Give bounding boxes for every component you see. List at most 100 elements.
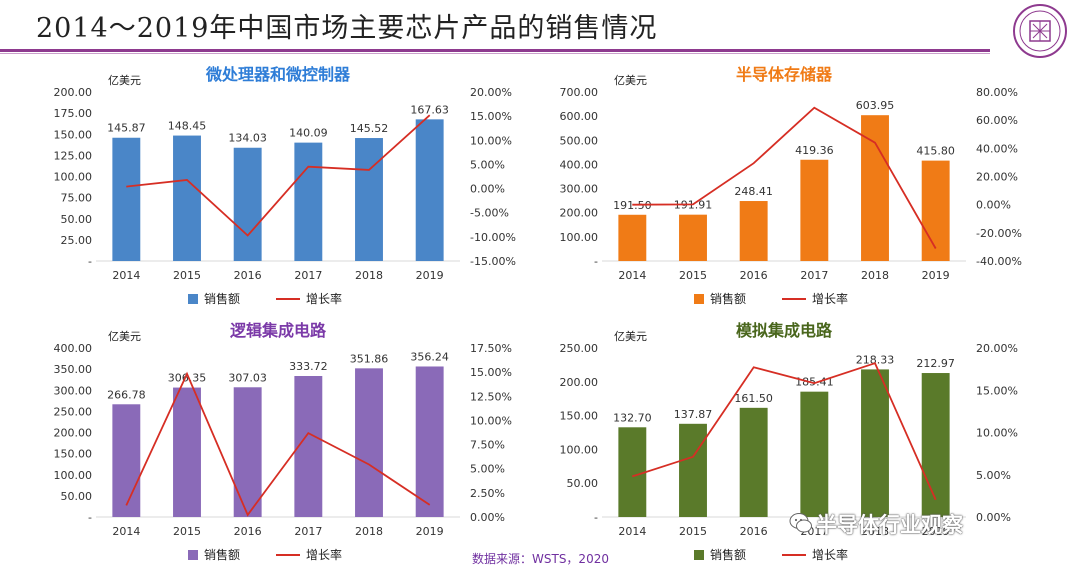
bar xyxy=(112,404,141,517)
y2-tick-label: 60.00% xyxy=(976,114,1018,127)
y2-tick-label: -15.00% xyxy=(470,255,516,268)
x-tick-label: 2018 xyxy=(861,525,889,538)
chart-title: 模拟集成电路 xyxy=(736,321,833,340)
legend-label-line: 增长率 xyxy=(812,291,848,306)
unit-label: 亿美元 xyxy=(108,330,141,343)
y-tick-label: 250.00 xyxy=(560,342,599,355)
y2-tick-label: 10.00% xyxy=(470,134,512,147)
y-tick-label: - xyxy=(594,511,598,524)
y-tick-label: 125.00 xyxy=(54,149,93,162)
wechat-icon xyxy=(789,513,812,533)
bar-value-label: 351.86 xyxy=(350,352,389,365)
x-tick-label: 2018 xyxy=(355,525,383,538)
y-tick-label: 400.00 xyxy=(560,158,599,171)
chart-title: 半导体存储器 xyxy=(736,65,833,84)
bar-value-label: 603.95 xyxy=(856,99,895,112)
bar-value-label: 140.09 xyxy=(289,127,328,140)
growth-rate-line xyxy=(125,371,431,517)
x-tick-label: 2016 xyxy=(740,525,768,538)
y2-tick-label: 5.00% xyxy=(976,469,1011,482)
bar-value-label: 307.03 xyxy=(228,371,267,384)
unit-label: 亿美元 xyxy=(108,74,141,87)
bar xyxy=(415,366,444,517)
legend-swatch-bar xyxy=(188,294,198,304)
data-source-note: 数据来源：WSTS，2020 xyxy=(472,552,609,566)
y-tick-label: 100.00 xyxy=(560,231,599,244)
x-tick-label: 2017 xyxy=(294,269,322,282)
title-divider xyxy=(0,49,990,52)
y2-tick-label: 7.50% xyxy=(470,439,505,452)
bar-value-label: 145.87 xyxy=(107,122,146,135)
y2-tick-label: 0.00% xyxy=(470,183,505,196)
bar-value-label: 132.70 xyxy=(613,411,652,424)
bar xyxy=(861,115,889,261)
growth-rate-line xyxy=(632,362,937,501)
bar-value-label: 356.24 xyxy=(410,350,449,363)
legend-swatch-bar xyxy=(188,550,198,560)
y2-tick-label: 20.00% xyxy=(976,342,1018,355)
y-tick-label: 300.00 xyxy=(54,384,93,397)
y2-tick-label: 15.00% xyxy=(976,384,1018,397)
bar-value-label: 212.97 xyxy=(916,357,955,370)
bar xyxy=(415,119,444,261)
y-tick-label: 300.00 xyxy=(560,183,599,196)
y2-tick-label: 0.00% xyxy=(976,511,1011,524)
chart-logic-ic: 逻辑集成电路 亿美元 400.00 350.00 300.00 250.00 200.00 1… xyxy=(54,321,512,562)
bar xyxy=(739,201,768,261)
bar xyxy=(112,137,141,261)
x-tick-label: 2016 xyxy=(234,525,262,538)
legend-label-bar: 销售额 xyxy=(710,547,746,562)
bar-value-label: 248.41 xyxy=(734,185,773,198)
chart-memory: 半导体存储器 亿美元 700.00 600.00 500.00 400.00 300.00 2… xyxy=(560,65,1022,306)
y-tick-label: 100.00 xyxy=(54,469,93,482)
y-tick-label: - xyxy=(88,255,92,268)
bar xyxy=(921,373,950,517)
y-tick-label: 350.00 xyxy=(54,363,93,376)
y2-tick-label: -40.00% xyxy=(976,255,1022,268)
x-tick-label: 2015 xyxy=(173,269,201,282)
legend-label-line: 增长率 xyxy=(812,547,848,562)
y-tick-label: 75.00 xyxy=(61,192,93,205)
x-tick-label: 2019 xyxy=(922,525,950,538)
y-tick-label: 200.00 xyxy=(54,86,93,99)
bar xyxy=(355,368,383,517)
bar-value-label: 419.36 xyxy=(795,144,834,157)
x-tick-label: 2019 xyxy=(922,269,950,282)
x-tick-label: 2018 xyxy=(861,269,889,282)
x-tick-label: 2017 xyxy=(294,525,322,538)
y-tick-label: - xyxy=(88,511,92,524)
bar-value-label: 415.80 xyxy=(916,145,955,158)
y-tick-label: 50.00 xyxy=(567,477,599,490)
y-tick-label: 700.00 xyxy=(560,86,599,99)
y2-tick-label: -5.00% xyxy=(470,207,509,220)
legend-label-bar: 销售额 xyxy=(204,291,240,306)
legend-label-line: 增长率 xyxy=(306,547,342,562)
page-title: 2014～2019年中国市场主要芯片产品的销售情况 xyxy=(36,13,658,44)
y2-tick-label: 12.50% xyxy=(470,390,512,403)
bar xyxy=(861,369,889,517)
bar-value-label: 134.03 xyxy=(228,132,267,145)
y2-tick-label: -20.00% xyxy=(976,227,1022,240)
bar xyxy=(679,214,707,261)
chart-title: 微处理器和微控制器 xyxy=(205,65,351,84)
bar-value-label: 167.63 xyxy=(410,103,449,116)
y2-tick-label: 17.50% xyxy=(470,342,512,355)
y-tick-label: 100.00 xyxy=(560,443,599,456)
y2-tick-label: 5.00% xyxy=(470,463,505,476)
y-tick-label: 150.00 xyxy=(54,128,93,141)
bar-value-label: 148.45 xyxy=(168,120,207,133)
bar-value-label: 185.41 xyxy=(795,376,834,389)
x-tick-label: 2019 xyxy=(416,269,444,282)
bar xyxy=(173,135,201,261)
x-tick-label: 2016 xyxy=(740,269,768,282)
x-tick-label: 2015 xyxy=(679,269,707,282)
bar xyxy=(233,387,262,517)
y2-tick-label: 40.00% xyxy=(976,142,1018,155)
bar-value-label: 333.72 xyxy=(289,360,328,373)
bar xyxy=(233,147,262,261)
y2-tick-label: 80.00% xyxy=(976,86,1018,99)
legend-label-bar: 销售额 xyxy=(204,547,240,562)
chart-title: 逻辑集成电路 xyxy=(230,321,327,340)
y2-tick-label: -10.00% xyxy=(470,231,516,244)
x-tick-label: 2015 xyxy=(679,525,707,538)
